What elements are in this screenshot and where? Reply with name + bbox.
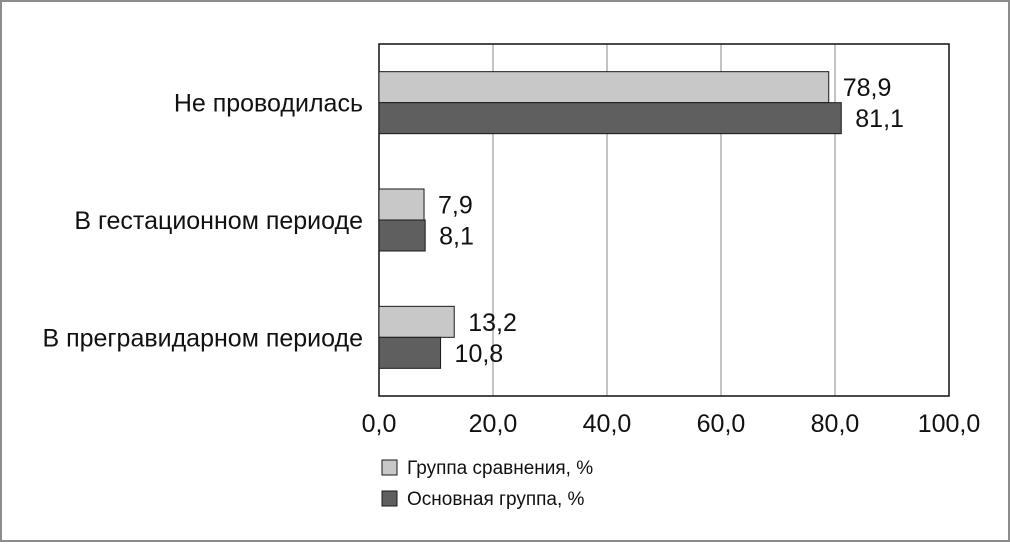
legend: Группа сравнения, % Основная группа, % — [381, 458, 593, 510]
legend-swatch — [381, 459, 398, 476]
bar — [378, 219, 426, 252]
bar — [378, 305, 455, 338]
bar — [378, 188, 425, 221]
x-tick-label: 0,0 — [362, 410, 397, 438]
labels: 0,0 20,0 40,0 60,0 80,0 100,0 Не проводилась 78… — [42, 74, 980, 438]
bar — [378, 102, 842, 135]
x-tick-label: 60,0 — [697, 410, 746, 438]
data-label: 10,8 — [455, 340, 504, 368]
category-label: В прегравидарном периоде — [42, 324, 363, 352]
data-label: 7,9 — [438, 192, 473, 220]
x-tick-label: 80,0 — [811, 410, 860, 438]
data-label: 81,1 — [855, 105, 904, 133]
bars — [378, 71, 842, 369]
x-tick-label: 40,0 — [583, 410, 632, 438]
bar — [378, 71, 830, 104]
data-label: 13,2 — [468, 309, 517, 337]
legend-swatch — [381, 490, 398, 507]
x-tick-label: 100,0 — [918, 410, 981, 438]
legend-label: Группа сравнения, % — [407, 458, 593, 479]
legend-label: Основная группа, % — [407, 489, 585, 510]
category-label: В гестационном периоде — [74, 207, 363, 235]
bar — [378, 336, 442, 369]
category-label: Не проводилась — [174, 90, 363, 118]
data-label: 8,1 — [439, 223, 474, 251]
data-label: 78,9 — [843, 74, 892, 102]
x-tick-label: 20,0 — [469, 410, 518, 438]
